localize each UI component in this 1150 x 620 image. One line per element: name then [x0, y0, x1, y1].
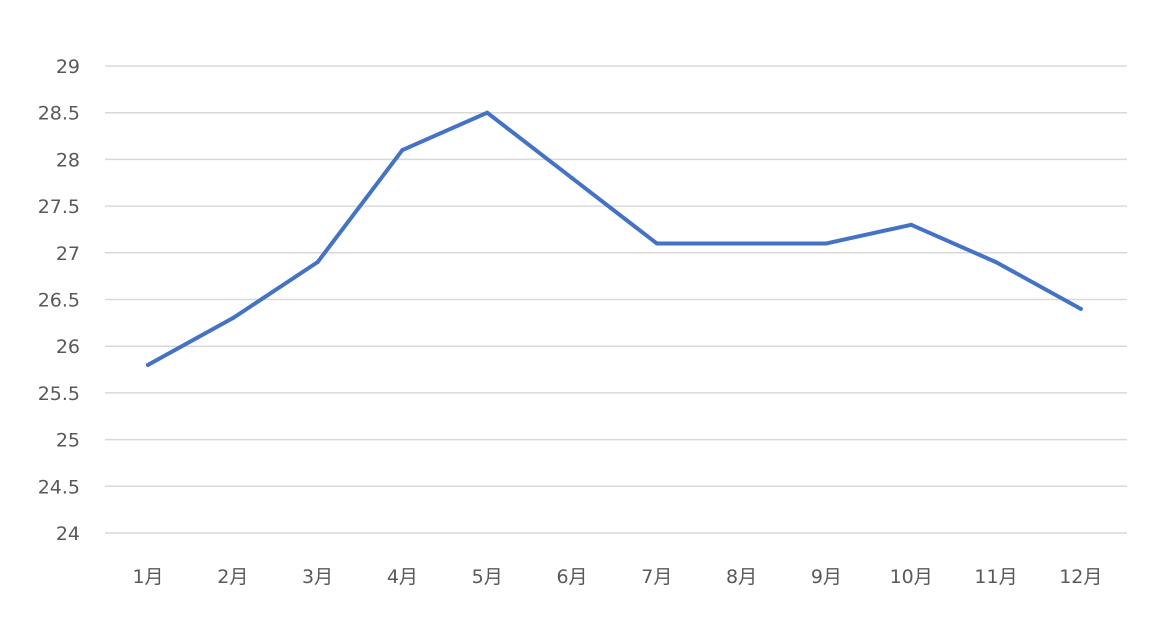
x-tick-label: 3月 — [302, 566, 333, 588]
x-tick-label: 2月 — [217, 566, 248, 588]
data-point — [739, 241, 744, 246]
series-layer — [146, 110, 1083, 367]
data-point — [570, 176, 574, 181]
data-point — [654, 241, 659, 246]
data-point — [824, 241, 829, 246]
x-tick-label: 9月 — [811, 566, 842, 588]
data-point — [315, 260, 320, 265]
x-tick-label: 8月 — [726, 566, 757, 588]
x-tick-label: 4月 — [387, 566, 418, 588]
x-tick-label: 7月 — [641, 566, 672, 588]
y-tick-label: 27 — [56, 243, 80, 265]
y-tick-label: 25 — [56, 430, 80, 452]
data-point — [230, 316, 235, 321]
x-tick-label: 1月 — [132, 566, 163, 588]
data-point — [146, 362, 150, 367]
series-line — [146, 110, 1083, 367]
x-tick-label: 6月 — [556, 566, 587, 588]
data-point — [994, 260, 998, 265]
y-tick-label: 28.5 — [38, 103, 80, 125]
data-point — [400, 148, 405, 153]
data-point — [485, 110, 490, 115]
x-tick-label: 5月 — [472, 566, 503, 588]
y-tick-label: 27.5 — [38, 196, 80, 218]
y-tick-label: 29 — [56, 56, 80, 78]
x-tick-label: 11月 — [974, 566, 1017, 588]
data-point — [909, 222, 914, 227]
y-tick-label: 28 — [56, 149, 80, 171]
y-tick-label: 24 — [56, 523, 80, 545]
y-tick-label: 25.5 — [38, 383, 80, 405]
y-tick-label: 26.5 — [38, 290, 80, 312]
y-axis-ticks: 24 24.5 25 25.5 26 26.5 27 27.5 28 28.5 29 — [38, 56, 80, 545]
x-tick-label: 12月 — [1059, 566, 1102, 588]
gridlines — [105, 65, 1127, 534]
x-axis-ticks: 1月 2月 3月 4月 5月 6月 7月 8月 9月 10月 11月 12月 — [132, 566, 1102, 588]
x-tick-label: 10月 — [890, 566, 933, 588]
y-tick-label: 26 — [56, 336, 80, 358]
data-point — [1078, 306, 1083, 311]
y-tick-label: 24.5 — [38, 476, 80, 498]
